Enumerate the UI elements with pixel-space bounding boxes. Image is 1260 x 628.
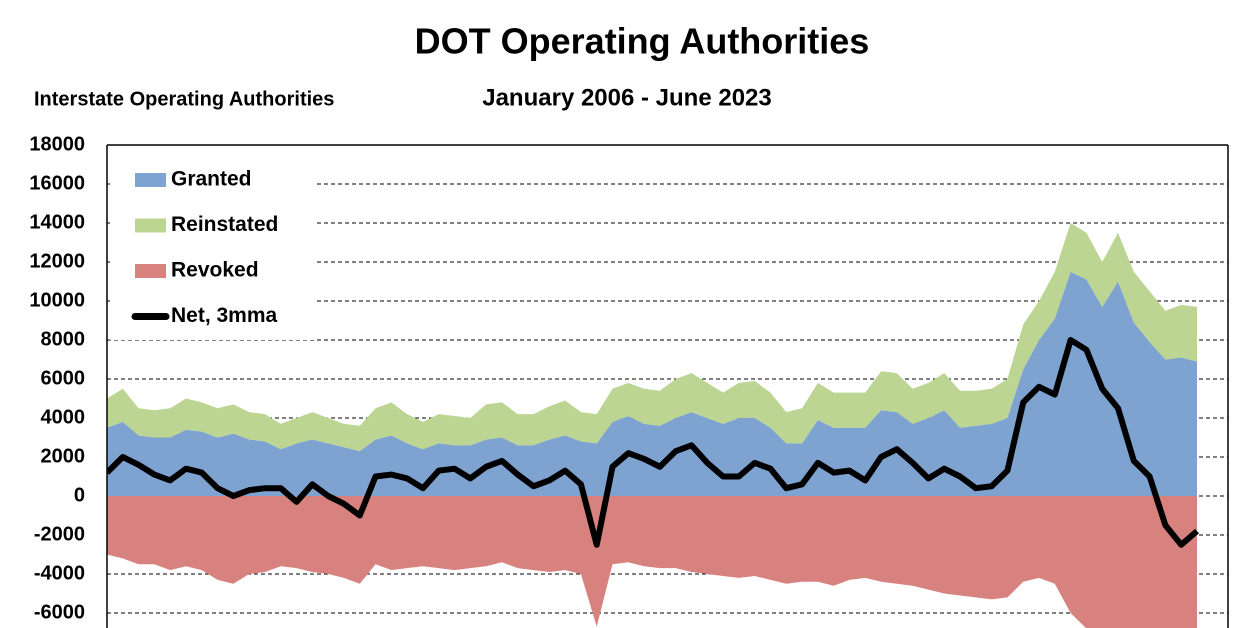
chart-subtitle: January 2006 - June 2023 <box>482 84 772 111</box>
y-tick-label: 10000 <box>29 289 85 311</box>
chart-title: DOT Operating Authorities <box>415 21 870 62</box>
y-tick-label: 2000 <box>41 445 86 467</box>
y-tick-label: 14000 <box>29 211 85 233</box>
area <box>107 271 1197 496</box>
y-tick-label: 4000 <box>41 406 86 428</box>
legend-label: Reinstated <box>171 213 278 236</box>
plot-area <box>107 223 1199 628</box>
y-tick-label: -6000 <box>34 601 85 623</box>
y-tick-label: -2000 <box>34 523 85 545</box>
legend-swatch <box>135 264 166 278</box>
net-line <box>107 337 1199 548</box>
area <box>107 223 1197 452</box>
legend-swatch <box>135 173 166 187</box>
legend-swatch <box>135 218 166 233</box>
y-tick-label: 16000 <box>29 172 85 194</box>
legend: Granted Reinstated Revoked Net, 3mma <box>110 155 315 340</box>
y-tick-label: 12000 <box>29 250 85 272</box>
y-tick-label: 6000 <box>41 367 86 389</box>
legend-label: Revoked <box>171 259 259 282</box>
y-tick-label: 0 <box>74 484 85 506</box>
y-axis-label: Interstate Operating Authorities <box>34 88 334 110</box>
y-tick-label: 8000 <box>41 328 86 350</box>
legend-label: Granted <box>171 168 252 191</box>
area <box>107 496 1197 628</box>
y-tick-label: 18000 <box>29 133 85 155</box>
axis: -6000 -4000 -2000 0 2000 4000 6000 8000 10000 120… <box>29 133 1229 628</box>
y-tick-label: -4000 <box>34 562 85 584</box>
legend-label: Net, 3mma <box>171 304 278 327</box>
